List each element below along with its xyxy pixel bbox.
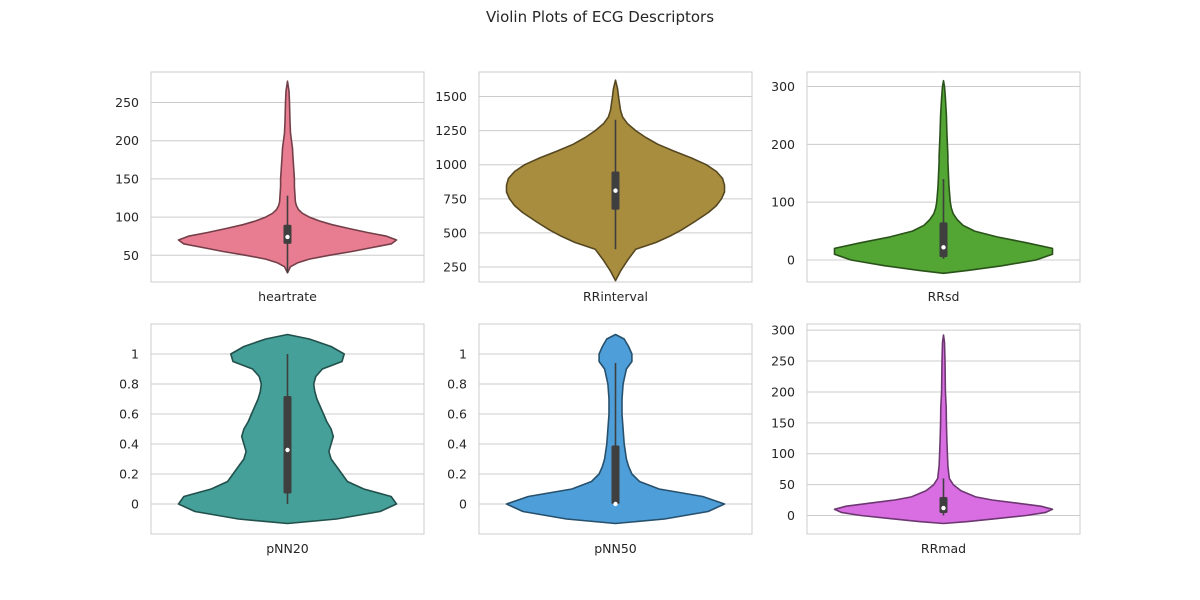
axes-frame bbox=[150, 323, 425, 535]
y-tick-label: 1 bbox=[131, 347, 139, 362]
y-tick-label: 50 bbox=[779, 477, 795, 492]
median-marker bbox=[613, 501, 618, 507]
y-tick-label: 100 bbox=[115, 210, 139, 225]
y-tick-label: 200 bbox=[771, 384, 795, 399]
y-tick-label: 300 bbox=[771, 79, 795, 94]
y-tick-label: 0.2 bbox=[447, 467, 467, 482]
x-axis-label: pNN50 bbox=[594, 541, 637, 556]
x-axis-label: RRsd bbox=[928, 289, 960, 304]
y-tick-label: 0 bbox=[787, 253, 795, 268]
y-tick-label: 0 bbox=[787, 508, 795, 523]
iqr-box bbox=[939, 496, 948, 513]
y-tick-label: 0.4 bbox=[119, 437, 139, 452]
median-marker bbox=[285, 447, 290, 453]
y-tick-label: 250 bbox=[115, 95, 139, 110]
iqr-box bbox=[283, 396, 292, 494]
x-axis-label: pNN20 bbox=[266, 541, 309, 556]
x-axis-label: RRinterval bbox=[583, 289, 648, 304]
y-tick-label: 1250 bbox=[435, 123, 467, 138]
y-tick-label: 1500 bbox=[435, 89, 467, 104]
y-tick-label: 0.8 bbox=[119, 377, 139, 392]
y-tick-label: 0.8 bbox=[447, 377, 467, 392]
y-tick-label: 0.4 bbox=[447, 437, 467, 452]
y-tick-label: 750 bbox=[443, 191, 467, 206]
y-tick-label: 0 bbox=[459, 497, 467, 512]
axes-frame bbox=[806, 323, 1081, 535]
axes-frame bbox=[806, 71, 1081, 283]
y-tick-label: 150 bbox=[115, 171, 139, 186]
figure-title: Violin Plots of ECG Descriptors bbox=[485, 8, 715, 26]
x-axis-label: heartrate bbox=[258, 289, 317, 304]
y-tick-label: 0.2 bbox=[119, 467, 139, 482]
y-tick-label: 0 bbox=[131, 497, 139, 512]
iqr-box bbox=[939, 222, 948, 258]
y-tick-label: 200 bbox=[115, 133, 139, 148]
median-marker bbox=[941, 245, 946, 250]
y-tick-label: 50 bbox=[123, 248, 139, 263]
violin-body bbox=[177, 80, 398, 274]
y-tick-label: 500 bbox=[443, 225, 467, 240]
median-marker bbox=[285, 234, 290, 240]
axes-frame bbox=[478, 323, 753, 535]
violin-body bbox=[833, 334, 1054, 525]
violin-body bbox=[833, 79, 1054, 275]
y-tick-label: 250 bbox=[771, 354, 795, 369]
y-tick-label: 250 bbox=[443, 260, 467, 275]
iqr-box bbox=[283, 224, 292, 244]
axes-frame bbox=[150, 71, 425, 283]
median-marker bbox=[941, 505, 946, 511]
y-tick-label: 200 bbox=[771, 137, 795, 152]
median-marker bbox=[613, 188, 618, 193]
y-tick-label: 100 bbox=[771, 446, 795, 461]
y-tick-label: 100 bbox=[771, 195, 795, 210]
y-tick-label: 0.6 bbox=[447, 407, 467, 422]
y-tick-label: 0.6 bbox=[119, 407, 139, 422]
y-tick-label: 150 bbox=[771, 415, 795, 430]
y-tick-label: 1 bbox=[459, 347, 467, 362]
y-tick-label: 1000 bbox=[435, 157, 467, 172]
axes-frame bbox=[478, 71, 753, 283]
y-tick-label: 300 bbox=[771, 323, 795, 338]
x-axis-label: RRmad bbox=[921, 541, 966, 556]
iqr-box bbox=[611, 445, 620, 504]
